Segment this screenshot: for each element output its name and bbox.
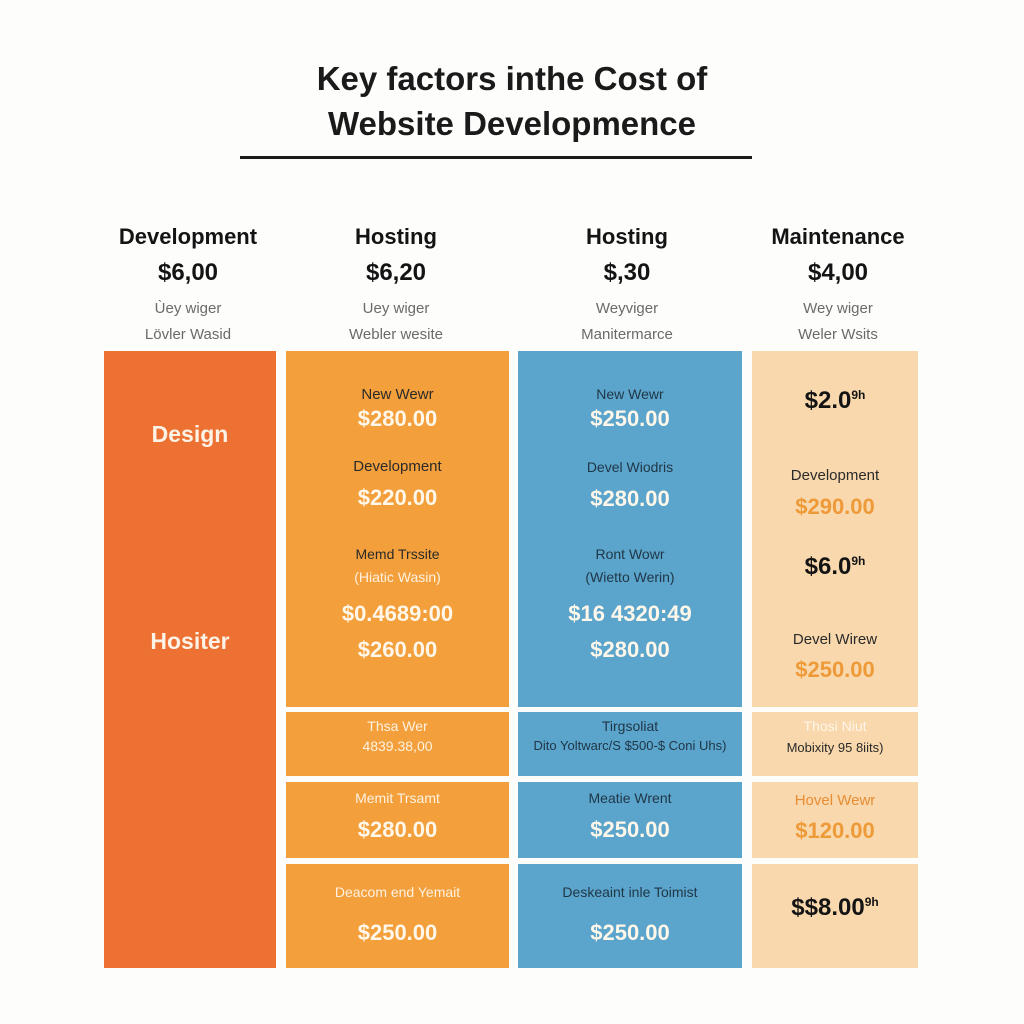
column-header-hosting-2: Hosting $,30 Weyviger Manitermarce: [527, 220, 727, 348]
block-label: Ront Wowr: [595, 546, 665, 562]
block-amount: $6.09h: [804, 553, 866, 580]
column-header-price: $6,20: [365, 259, 427, 286]
row-label: Thosi Niut: [803, 718, 867, 734]
column-header-sub2: Lövler Wasid: [144, 326, 232, 343]
page-title-line-1: Key factors inthe Cost of: [316, 60, 708, 97]
column-header-sub1: Weyviger: [595, 300, 659, 317]
design-column-block: Design Hositer: [104, 351, 276, 968]
column-header-sub1: Ùey wiger: [154, 300, 222, 317]
row-amount: $250.00: [590, 817, 670, 842]
column-header-name: Hosting: [586, 224, 668, 249]
column-header-maintenance: Maintenance $4,00 Wey wiger Weler Wsits: [748, 220, 928, 348]
block-amount: $250.00: [590, 406, 670, 431]
maintenance-row-3: $$8.009h: [752, 864, 918, 968]
design-label: Design: [151, 421, 229, 447]
block-label: Development: [790, 467, 880, 484]
column-header-sub1: Uey wiger: [362, 300, 430, 317]
hosting-row-3: Deacom end Yemait $250.00: [286, 864, 509, 968]
maintenance-row-1: Thosi Niut Mobixity 95 8iits): [752, 712, 918, 776]
hosting-main-block: New Wewr $280.00 Development $220.00 Mem…: [286, 351, 509, 707]
row-value: Dito Yoltwarc/S $500-$ Coni Uhs): [533, 738, 727, 753]
hosting-row-1: Thsa Wer 4839.38,00: [286, 712, 509, 776]
row-value: Mobixity 95 8iits): [786, 740, 884, 755]
column-header-name: Maintenance: [771, 224, 905, 249]
hosting-2-main-block: New Wewr $250.00 Devel Wiodris $280.00 R…: [518, 351, 742, 707]
row-amount: $120.00: [795, 818, 875, 843]
block-sublabel: (Wietto Werin): [585, 569, 675, 585]
block-amount: $2.09h: [804, 387, 866, 414]
column-header-price: $,30: [603, 259, 651, 286]
row-label: Tirgsoliat: [601, 718, 659, 734]
row-label: Meatie Wrent: [588, 790, 672, 806]
maintenance-main-block: $2.09h Development $290.00 $6.09h Devel …: [752, 351, 918, 707]
block-label: New Wewr: [596, 386, 664, 402]
block-amount: $220.00: [357, 485, 438, 510]
block-amount: $0.4689:00: [341, 601, 454, 626]
column-header-hosting: Hosting $6,20 Uey wiger Webler wesite: [296, 220, 496, 348]
row-amount: $250.00: [357, 920, 438, 945]
hosting-2-row-1: Tirgsoliat Dito Yoltwarc/S $500-$ Coni U…: [518, 712, 742, 776]
block-amount: $250.00: [795, 657, 875, 682]
column-header-sub2: Webler wesite: [349, 326, 443, 343]
row-label: Thsa Wer: [367, 718, 428, 734]
hoster-label: Hositer: [150, 628, 230, 654]
column-header-development: Development $6,00 Ùey wiger Lövler Wasid: [98, 220, 278, 348]
block-label: Memd Trssite: [355, 546, 440, 562]
block-label: Devel Wiodris: [586, 459, 674, 475]
row-label: Deacom end Yemait: [334, 884, 461, 900]
row-label: Deskeaint inle Toimist: [562, 884, 698, 900]
hosting-2-row-2: Meatie Wrent $250.00: [518, 782, 742, 858]
column-header-sub2: Manitermarce: [581, 326, 673, 343]
block-amount: $280.00: [590, 486, 670, 511]
row-label: Hovel Wewr: [794, 792, 876, 809]
block-amount: $16 4320:49: [568, 601, 692, 626]
row-amount: $250.00: [590, 920, 670, 945]
row-value: 4839.38,00: [362, 738, 433, 754]
block-sublabel: (Hiatic Wasin): [354, 569, 441, 585]
hosting-row-2: Memit Trsamt $280.00: [286, 782, 509, 858]
block-label: New Wewr: [361, 386, 434, 403]
column-header-sub1: Wey wiger: [803, 300, 873, 317]
column-header-name: Development: [118, 224, 258, 249]
title-underline: [240, 156, 752, 159]
row-label: Memit Trsamt: [355, 790, 440, 806]
block-amount: $280.00: [357, 406, 438, 431]
block-amount: $290.00: [795, 494, 875, 519]
maintenance-row-2: Hovel Wewr $120.00: [752, 782, 918, 858]
hosting-2-row-3: Deskeaint inle Toimist $250.00: [518, 864, 742, 968]
column-header-price: $6,00: [157, 259, 219, 286]
block-amount: $280.00: [590, 637, 670, 662]
row-amount: $280.00: [357, 817, 438, 842]
column-header-name: Hosting: [355, 224, 437, 249]
column-header-price: $4,00: [807, 259, 869, 286]
block-label: Development: [353, 458, 442, 475]
block-label: Devel Wirew: [792, 631, 878, 648]
page-title-line-2: Website Developmence: [327, 105, 697, 142]
column-header-sub2: Weler Wsits: [798, 326, 878, 343]
block-amount: $260.00: [357, 637, 438, 662]
row-amount: $$8.009h: [791, 894, 879, 921]
